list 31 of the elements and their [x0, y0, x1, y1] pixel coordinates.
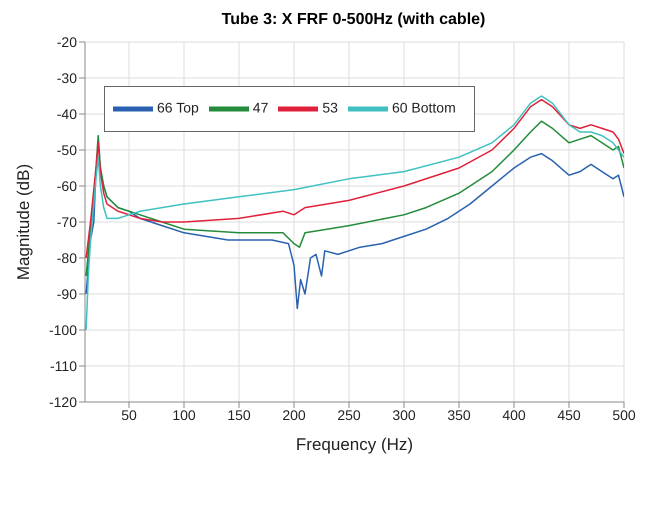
legend-label: 60 Bottom [392, 100, 456, 116]
y-tick-label: -70 [56, 214, 78, 230]
legend-label: 53 [322, 100, 338, 116]
y-tick-label: -60 [56, 178, 78, 194]
y-tick-label: -110 [50, 358, 78, 374]
y-axis-title: Magnitude (dB) [14, 164, 34, 280]
x-tick-label: 350 [447, 406, 471, 423]
x-tick-label: 200 [282, 406, 306, 423]
y-tick-label: -120 [48, 394, 78, 410]
x-tick-label: 150 [227, 406, 251, 423]
x-tick-label: 450 [557, 406, 581, 423]
legend-label: 47 [252, 100, 268, 116]
x-tick-label: 500 [612, 406, 636, 423]
line-series [85, 120, 624, 277]
legend-label: 66 Top [157, 100, 199, 116]
y-tick-label: -20 [56, 34, 78, 50]
line-series [85, 95, 624, 331]
y-tick-label: -50 [56, 142, 78, 158]
x-tick-label: 50 [121, 406, 137, 423]
chart-title: Tube 3: X FRF 0-500Hz (with cable) [220, 10, 486, 30]
y-tick-label: -40 [56, 106, 78, 122]
x-tick-label: 100 [172, 406, 196, 423]
x-tick-label: 300 [392, 406, 416, 423]
y-tick-label: -30 [56, 70, 78, 86]
y-tick-label: -80 [56, 250, 78, 266]
y-tick-label: -100 [48, 322, 78, 338]
x-tick-label: 250 [337, 406, 361, 423]
y-tick-label: -90 [56, 286, 78, 302]
x-tick-label: 400 [502, 406, 526, 423]
x-axis-title: Frequency (Hz) [296, 435, 414, 454]
line-series [85, 98, 624, 259]
